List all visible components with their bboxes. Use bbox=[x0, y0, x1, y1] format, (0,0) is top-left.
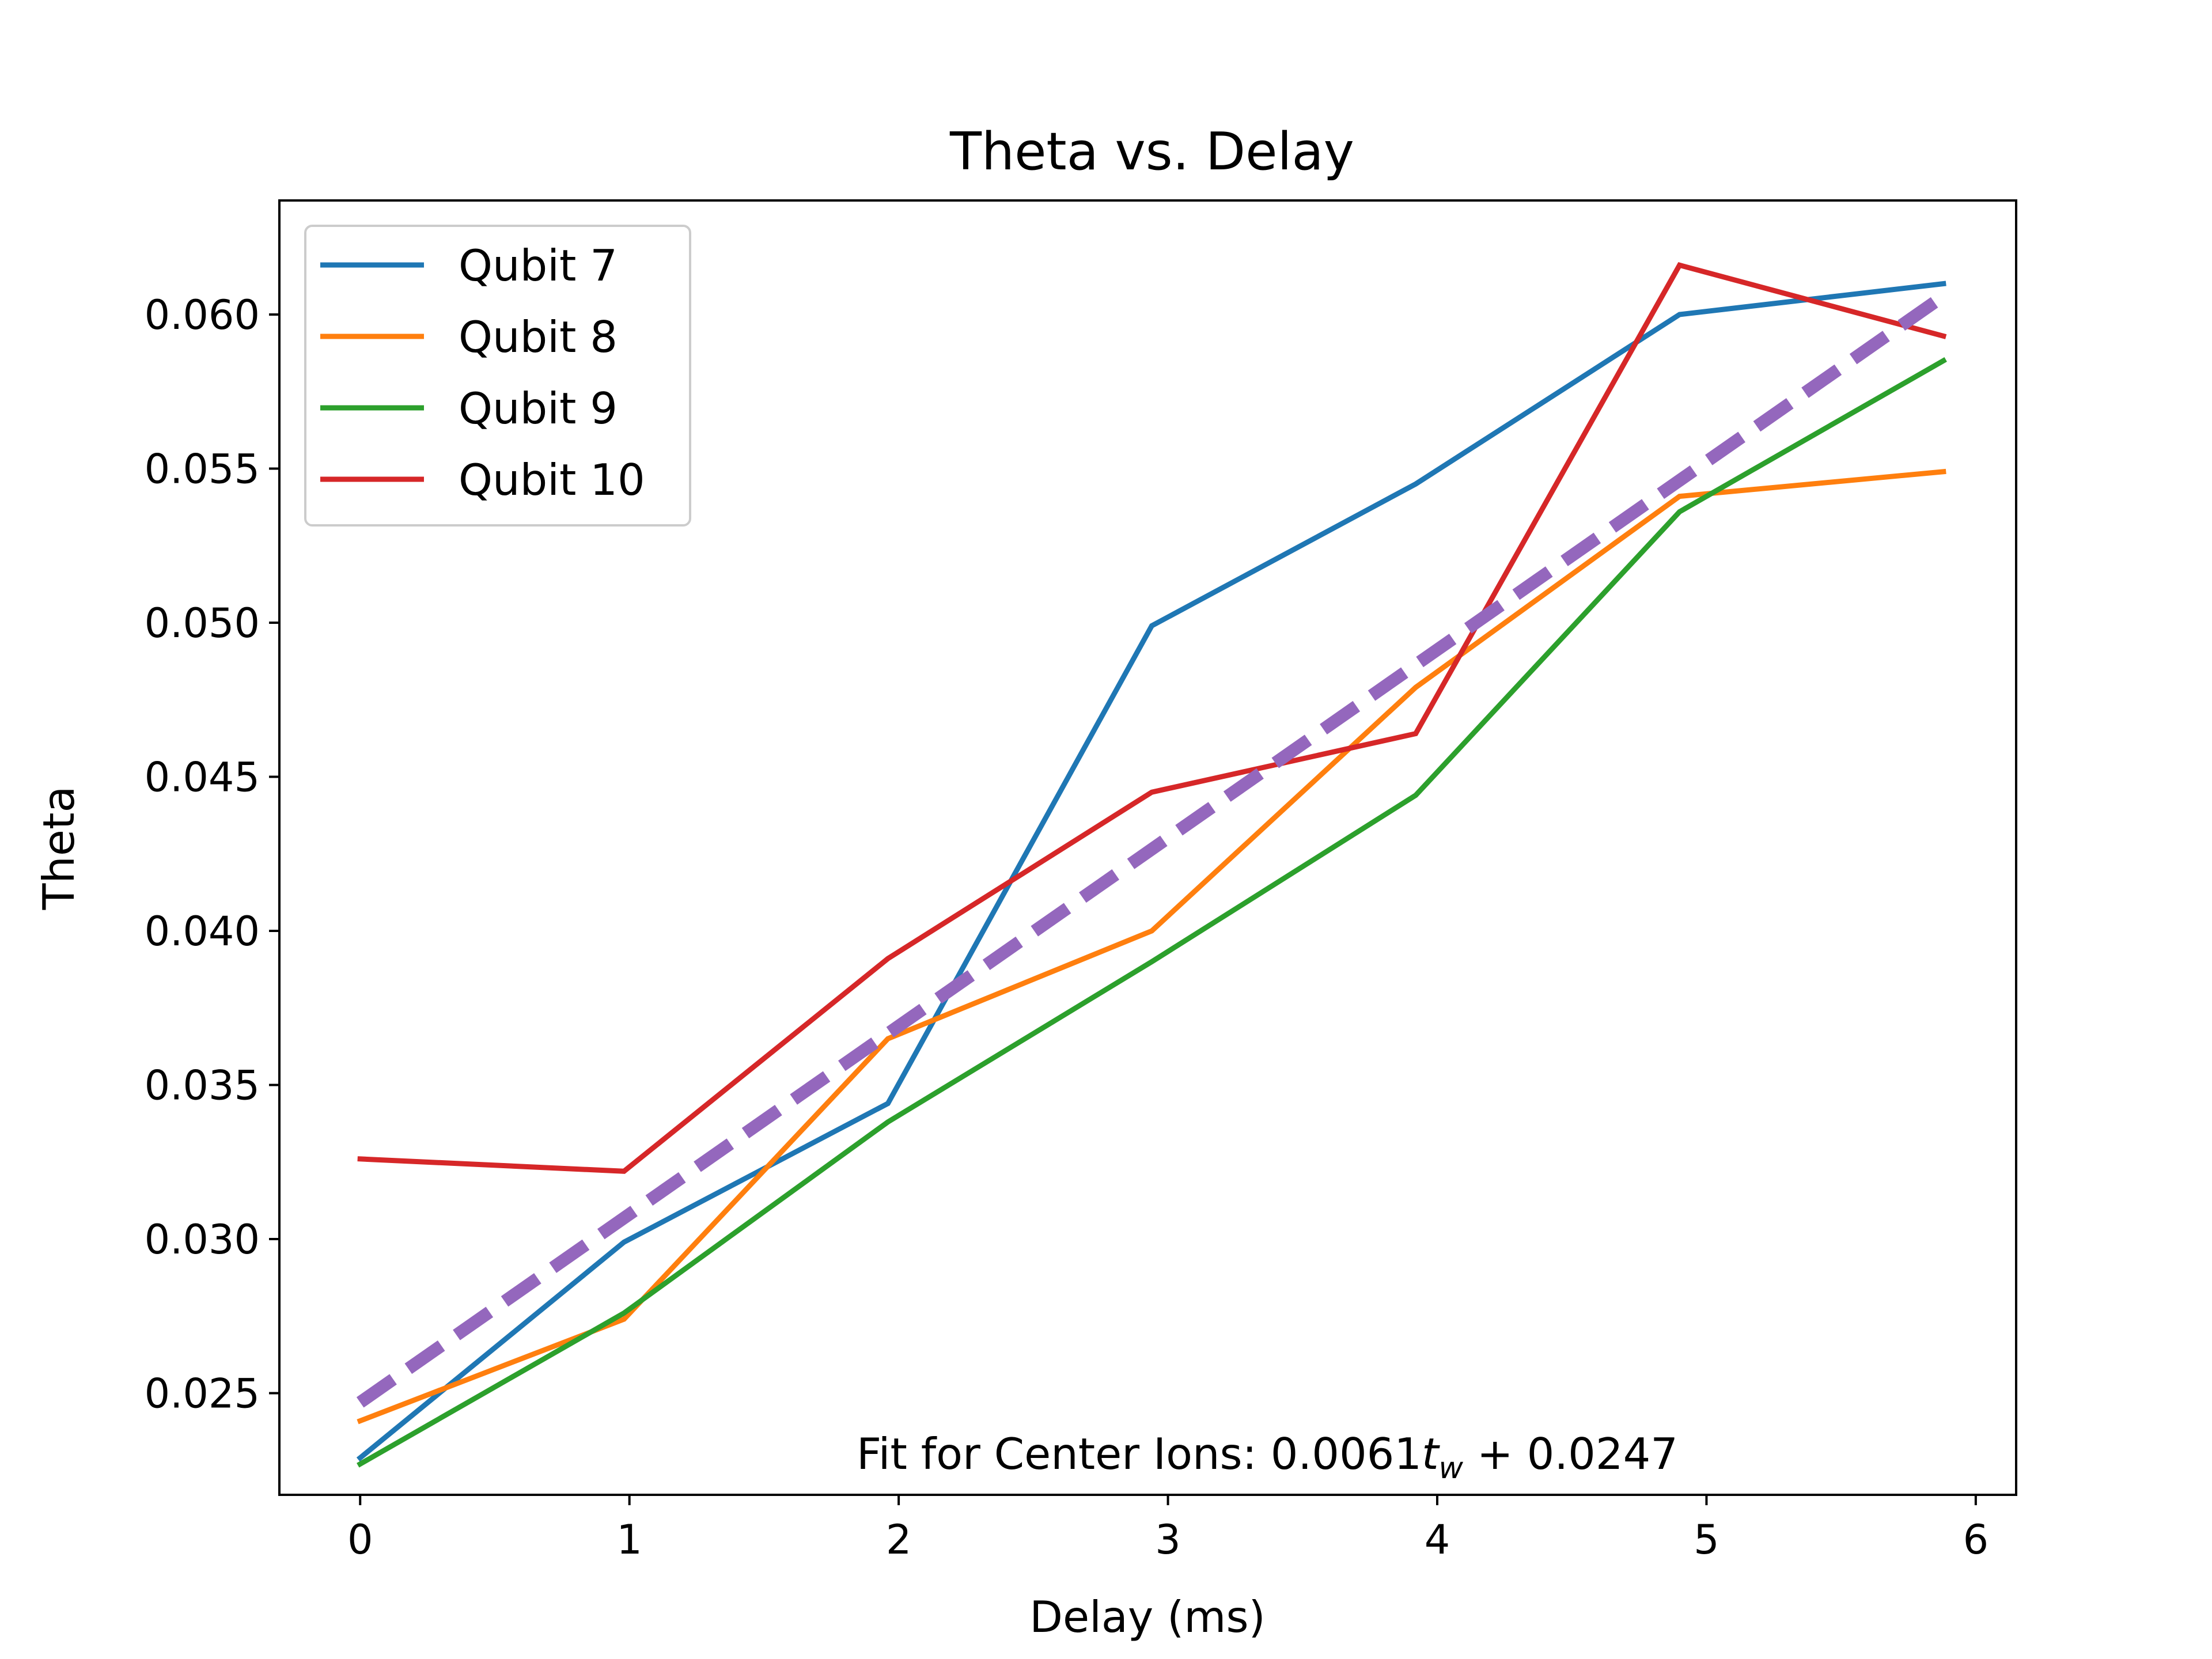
x-tick-label: 2 bbox=[886, 1516, 912, 1563]
legend-label: Qubit 9 bbox=[459, 383, 618, 434]
series-line-qubit-9 bbox=[357, 357, 1947, 1468]
x-tick-label: 0 bbox=[347, 1516, 373, 1563]
fit-annotation-suffix: + 0.0247 bbox=[1463, 1429, 1678, 1479]
fit-annotation-prefix: Fit for Center Ions: 0.0061 bbox=[857, 1429, 1422, 1479]
y-tick-label: 0.030 bbox=[145, 1216, 260, 1263]
y-tick-label: 0.035 bbox=[145, 1062, 260, 1109]
y-axis-title: Theta bbox=[33, 786, 84, 911]
x-axis: 0 1 2 3 4 5 6 bbox=[347, 1495, 1988, 1563]
series-line-qubit-8 bbox=[357, 468, 1946, 1425]
x-tick-label: 3 bbox=[1155, 1516, 1181, 1563]
x-tick-label: 6 bbox=[1963, 1516, 1989, 1563]
legend-box bbox=[304, 225, 691, 527]
y-tick-label: 0.060 bbox=[145, 291, 260, 339]
x-axis-title: Delay (ms) bbox=[1029, 1592, 1266, 1642]
series-line-qubit-7 bbox=[356, 281, 1946, 1462]
x-tick-label: 1 bbox=[616, 1516, 642, 1563]
y-tick-label: 0.025 bbox=[145, 1370, 260, 1417]
y-tick-label: 0.045 bbox=[145, 753, 260, 801]
fit-annotation: Fit for Center Ions: 0.0061tw + 0.0247 bbox=[857, 1429, 1678, 1486]
fit-annotation-variable: t bbox=[1422, 1429, 1440, 1479]
y-tick-label: 0.055 bbox=[145, 445, 260, 493]
series-line-qubit-10 bbox=[357, 262, 1947, 1174]
legend-label: Qubit 8 bbox=[459, 312, 618, 362]
legend-label: Qubit 7 bbox=[459, 240, 618, 291]
x-tick-label: 5 bbox=[1694, 1516, 1719, 1563]
plot-area bbox=[356, 262, 1948, 1468]
x-tick-label: 4 bbox=[1425, 1516, 1450, 1563]
legend-items: Qubit 7 Qubit 8 Qubit 9 Qubit 10 bbox=[320, 240, 645, 505]
y-tick-label: 0.040 bbox=[145, 908, 260, 955]
legend-label: Qubit 10 bbox=[459, 454, 645, 505]
legend: Qubit 7 Qubit 8 Qubit 9 Qubit 10 bbox=[304, 225, 691, 527]
fit-annotation-subscript: w bbox=[1439, 1451, 1464, 1486]
chart-title: Theta vs. Delay bbox=[949, 122, 1354, 182]
y-tick-label: 0.050 bbox=[145, 600, 260, 647]
y-axis: 0.025 0.030 0.035 0.040 0.045 0.050 0.055 0.060 bbox=[145, 291, 279, 1417]
plot-frame bbox=[278, 199, 2017, 1496]
fit-line bbox=[356, 290, 1948, 1408]
